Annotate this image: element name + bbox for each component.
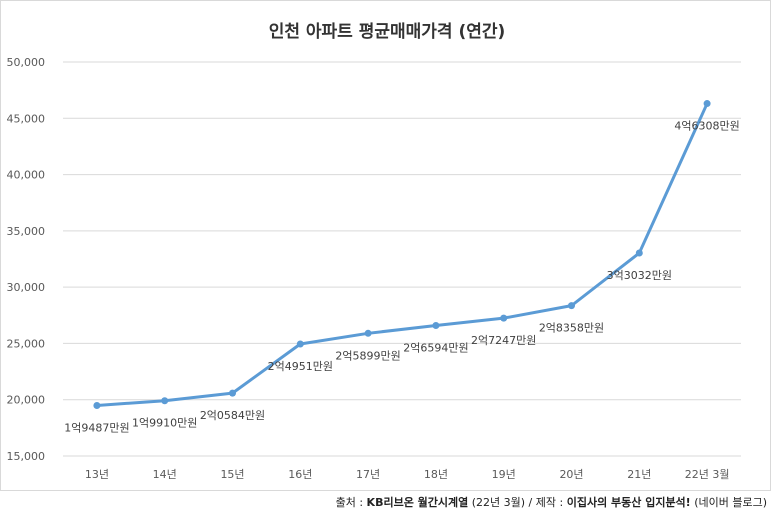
data-label: 1억9910만원 (132, 417, 197, 430)
x-tick-label: 18년 (424, 468, 448, 481)
x-tick-label: 19년 (492, 468, 516, 481)
x-tick-label: 14년 (153, 468, 177, 481)
y-tick-label: 20,000 (7, 394, 46, 407)
data-label: 2억6594만원 (403, 341, 468, 354)
data-label: 4억6308만원 (674, 120, 739, 133)
data-point (568, 302, 575, 310)
y-tick-label: 35,000 (7, 225, 46, 238)
data-point (229, 389, 236, 397)
y-tick-label: 45,000 (7, 112, 46, 125)
y-tick-label: 15,000 (7, 450, 46, 463)
y-tick-label: 40,000 (7, 169, 46, 182)
data-points (93, 100, 711, 409)
data-label: 1억9487만원 (64, 421, 129, 434)
data-point (161, 397, 169, 405)
x-tick-label: 16년 (288, 468, 312, 481)
source-suffix: (네이버 블로그) (690, 496, 767, 509)
line-chart: 인천 아파트 평균매매가격 (연간) 15,000 20,000 25,000 30,… (7, 22, 741, 481)
data-point (635, 249, 643, 257)
x-tick-label: 20년 (559, 468, 583, 481)
source-kb: KB리브온 월간시계열 (366, 496, 469, 509)
y-tick-label: 25,000 (7, 337, 46, 350)
data-label: 2억0584만원 (200, 409, 265, 422)
x-axis-ticks: 13년 14년 15년 16년 17년 18년 19년 20년 21년 22년 3월 (85, 468, 730, 481)
series-line-group (95, 102, 709, 407)
source-author: 이집사의 부동산 입지분석! (566, 496, 691, 509)
chart-title: 인천 아파트 평균매매가격 (연간) (269, 22, 506, 42)
data-label: 2억8358만원 (539, 322, 604, 335)
source-prefix: 출처 : (335, 496, 367, 509)
data-point (703, 100, 711, 108)
data-point (93, 401, 101, 409)
gridlines (63, 61, 741, 457)
data-point (364, 329, 372, 337)
data-label: 2억4951만원 (268, 360, 333, 373)
y-axis-ticks: 15,000 20,000 25,000 30,000 35,000 40,000 45,0… (7, 56, 46, 463)
source-kb-paren: (22년 3월) / 제작 : (468, 496, 567, 509)
x-tick-label: 22년 3월 (685, 468, 730, 481)
data-label: 3억3032만원 (607, 269, 672, 282)
x-tick-label: 17년 (356, 468, 380, 481)
data-label: 2억7247만원 (471, 334, 536, 347)
x-tick-label: 21년 (627, 468, 651, 481)
x-tick-label: 13년 (85, 468, 109, 481)
data-point (432, 321, 440, 329)
source-caption: 출처 : KB리브온 월간시계열 (22년 3월) / 제작 : 이집사의 부동… (336, 494, 767, 510)
data-label: 2억5899만원 (335, 349, 400, 362)
y-tick-label: 50,000 (7, 56, 46, 69)
series-line (95, 102, 709, 407)
data-point (296, 340, 304, 348)
chart-frame: 인천 아파트 평균매매가격 (연간) 15,000 20,000 25,000 30,… (0, 0, 771, 491)
y-tick-label: 30,000 (7, 281, 46, 294)
x-tick-label: 15년 (220, 468, 244, 481)
data-point (500, 314, 508, 322)
